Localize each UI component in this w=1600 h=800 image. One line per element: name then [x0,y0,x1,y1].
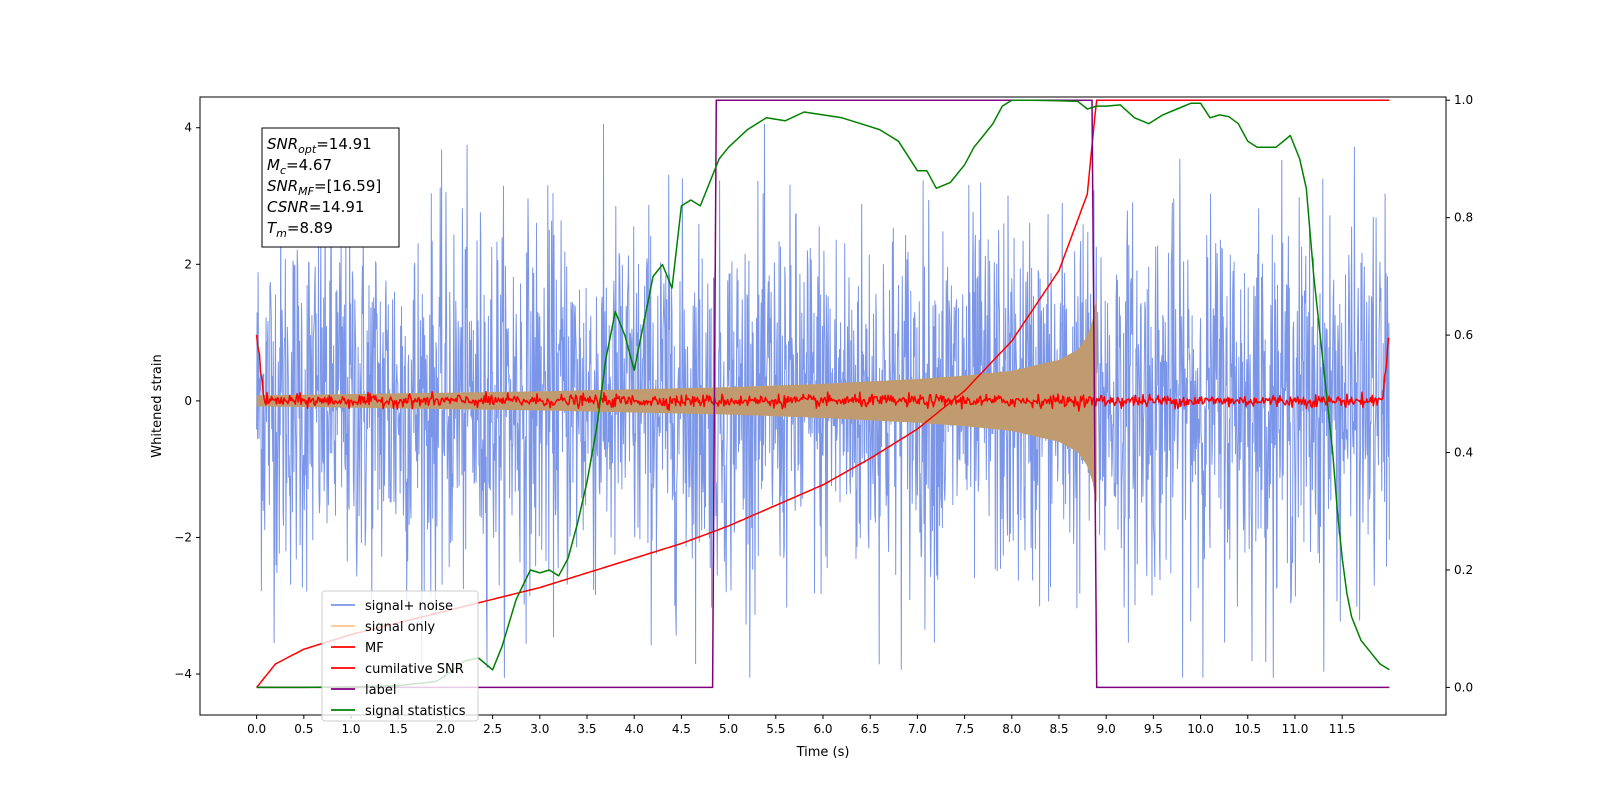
x-axis-ticks: 0.0 0.5 1.0 1.5 2.0 2.5 3.0 3.5 4.0 4.5 5.0 5.5 6.0 6… [247,715,1356,736]
legend-label: cumilative SNR [365,662,464,677]
x-tick-label: 3.5 [577,722,596,736]
annotation-frame [261,127,400,248]
x-tick-label: 4.0 [625,722,644,736]
x-tick-label: 5.5 [766,722,785,736]
y-tick-label: −4 [174,667,192,681]
legend-label: label [365,683,396,698]
y-axis-ticks: −4 −2 0 2 4 [174,121,200,681]
y2-tick-label: 0.2 [1454,563,1473,577]
annotation-box: SNRopt=14.91Mc=4.67SNRMF=[16.59]CSNR=14.… [261,127,400,248]
x-tick-label: 2.5 [483,722,502,736]
x-tick-label: 11.0 [1282,722,1309,736]
x-tick-label: 9.0 [1097,722,1116,736]
annotation-line: CSNR=14.91 [267,198,364,216]
x-axis-label: Time (s) [796,745,850,760]
x-tick-label: 0.0 [247,722,266,736]
annotation-line: Mc=4.67 [267,156,332,177]
x-tick-label: 9.5 [1144,722,1163,736]
series-signal-statistics [256,99,1390,689]
x-tick-label: 2.0 [436,722,455,736]
x-tick-label: 6.5 [861,722,880,736]
x-tick-label: 6.0 [813,722,832,736]
y2-tick-label: 1.0 [1454,93,1473,107]
y2-tick-label: 0.0 [1454,680,1473,694]
annotation-line: SNRMF=[16.59] [267,177,381,198]
x-tick-label: 1.0 [341,722,360,736]
x-tick-label: 4.5 [672,722,691,736]
x-tick-label: 7.5 [955,722,974,736]
x-tick-label: 0.5 [294,722,313,736]
x-tick-label: 5.0 [719,722,738,736]
x-tick-label: 1.5 [389,722,408,736]
x-tick-label: 10.0 [1187,722,1214,736]
series-mf [255,334,1390,412]
x-tick-label: 3.0 [530,722,549,736]
legend-label: signal statistics [365,704,466,719]
y-axis-label: Whitened strain [150,354,165,457]
legend-label: MF [365,641,384,656]
y2-axis-ticks: 0.0 0.2 0.4 0.6 0.8 1.0 [1446,93,1473,694]
legend-frame [321,590,479,722]
annotation-line: Tm=8.89 [267,219,333,240]
y-tick-label: 4 [184,121,192,135]
y-tick-label: 0 [184,394,192,408]
y2-tick-label: 0.6 [1454,328,1473,342]
y2-tick-label: 0.8 [1454,211,1473,225]
x-tick-label: 8.5 [1049,722,1068,736]
y-tick-label: −2 [174,530,192,544]
series-label [256,99,1390,689]
legend: signal+ noise signal only MF cumilative SNR… [321,590,479,722]
legend-label: signal+ noise [365,599,453,614]
annotation-line: SNRopt=14.91 [267,135,372,156]
x-tick-label: 10.5 [1234,722,1261,736]
legend-label: signal only [365,620,435,635]
x-tick-label: 11.5 [1329,722,1356,736]
y-tick-label: 2 [184,257,192,271]
x-tick-label: 7.0 [908,722,927,736]
y2-tick-label: 0.4 [1454,446,1473,460]
x-tick-label: 8.0 [1002,722,1021,736]
